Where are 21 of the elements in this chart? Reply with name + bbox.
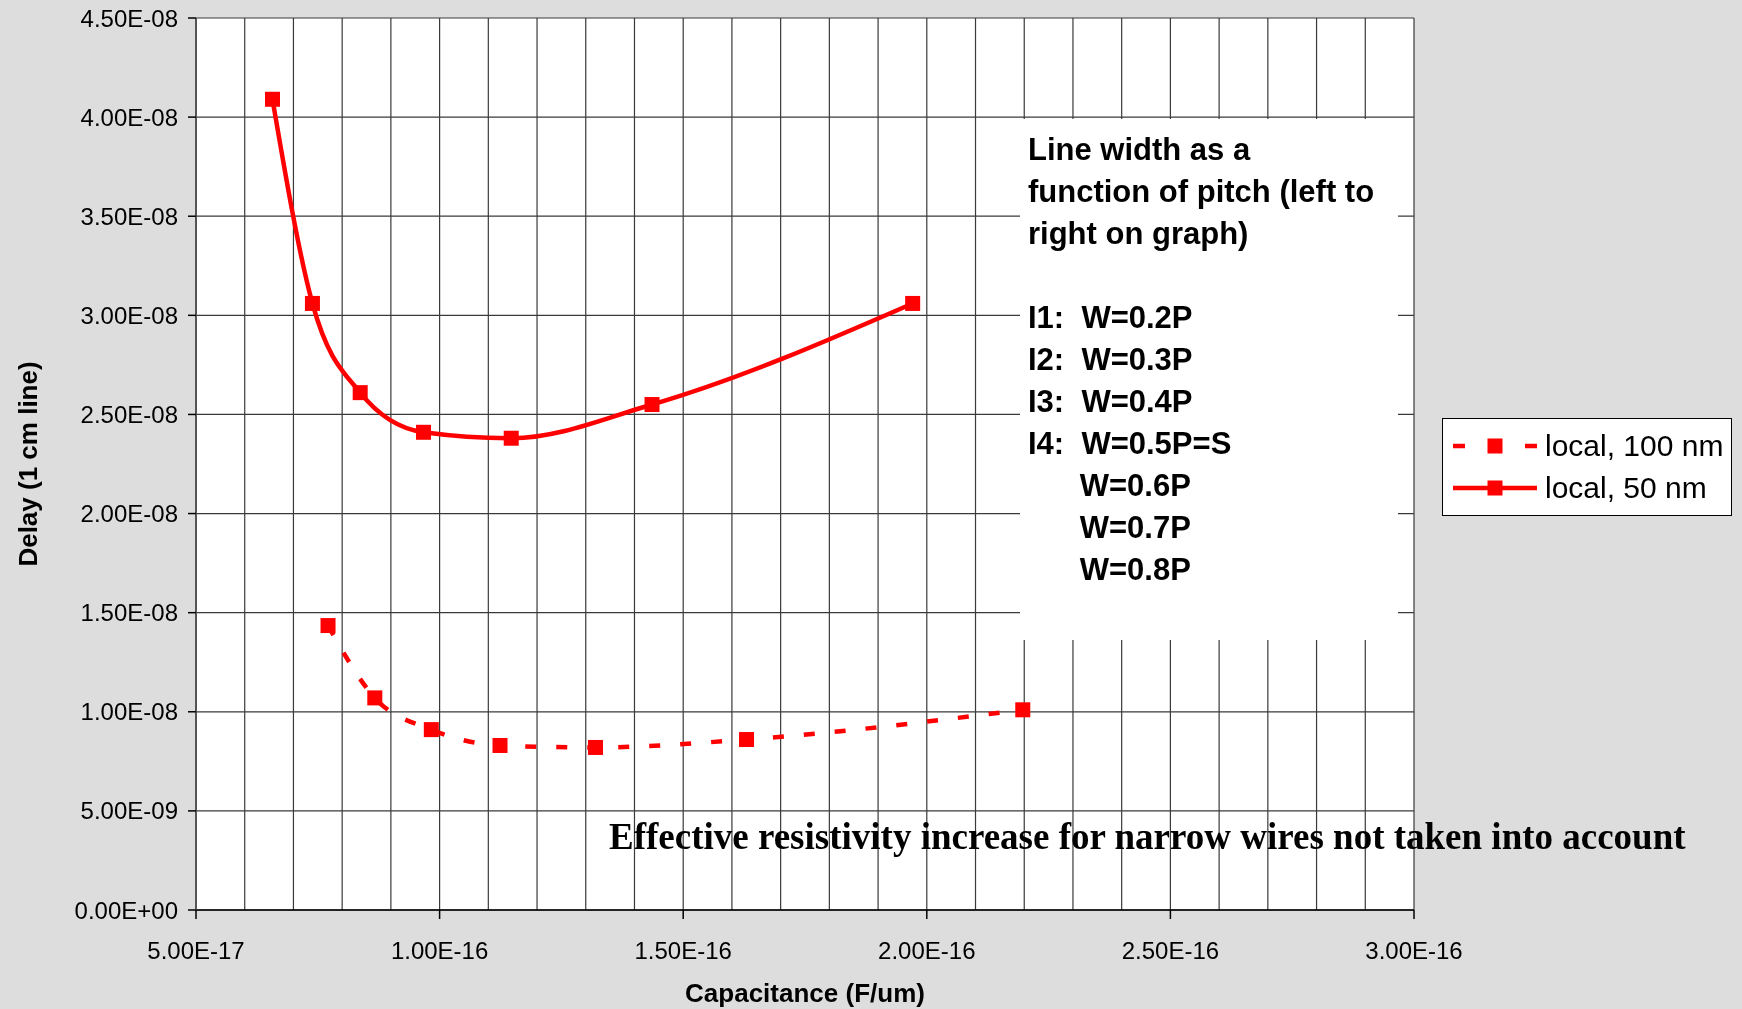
y-tick-label: 2.00E-08 xyxy=(80,500,178,528)
y-tick-label: 2.50E-08 xyxy=(80,400,178,428)
text: Line width as a function of pitch (left to right on graph) I1: W=0.2P I2: W=0.3P I3: W=0.4P I4: W=0.5P=S W=0.6P W=0.7P W=0.8P xyxy=(1028,132,1375,587)
y-tick-label: 1.50E-08 xyxy=(80,599,178,627)
y-tick-label: 4.00E-08 xyxy=(80,103,178,131)
y-tick-label: 0.00E+00 xyxy=(74,896,178,924)
legend-label: local, 100 nm xyxy=(1545,429,1724,463)
legend-label: local, 50 nm xyxy=(1545,471,1707,505)
x-tick-label: 3.00E-16 xyxy=(1365,936,1463,964)
x-axis-title: Capacitance (F/um) xyxy=(685,978,925,1008)
x-tick-label: 1.00E-16 xyxy=(390,936,489,964)
x-tick-label: 5.00E-17 xyxy=(147,936,245,964)
y-tick-label: 3.00E-08 xyxy=(80,301,178,329)
y-axis-title: Delay (1 cm line) xyxy=(13,361,43,567)
y-tick-label: 3.50E-08 xyxy=(80,202,178,230)
x-tick-label: 2.50E-16 xyxy=(1121,936,1220,964)
x-tick-label: 2.00E-16 xyxy=(878,936,976,964)
y-tick-label: 5.00E-09 xyxy=(80,797,178,825)
y-tick-label: 4.50E-08 xyxy=(80,4,178,32)
x-tick-label: 1.50E-16 xyxy=(634,936,732,964)
y-tick-label: 1.00E-08 xyxy=(80,698,178,726)
